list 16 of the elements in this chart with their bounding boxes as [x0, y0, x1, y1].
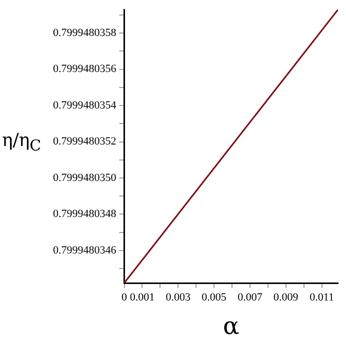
x-axis-title: α: [223, 312, 240, 340]
y-tick-label: 0.7999480350: [53, 172, 117, 184]
y-tick-label: 0.7999480358: [53, 27, 117, 40]
x-tick-label: 0.003: [166, 291, 192, 304]
y-tick-label: 0.7999480352: [53, 136, 116, 148]
x-tick-label: 0: [122, 291, 128, 304]
y-tick-label: 0.7999480346: [53, 244, 117, 256]
x-tick-label: 0.001: [130, 291, 155, 304]
y-tick-label: 0.7999480356: [53, 63, 117, 76]
x-tick-label: 0.005: [202, 291, 227, 304]
y-tick-label: 0.7999480348: [53, 208, 117, 220]
x-tick-label: 0.009: [274, 291, 299, 304]
x-tick-label: 0.011: [310, 291, 334, 304]
y-tick-label: 0.7999480354: [53, 99, 117, 112]
y-axis-title: η/η$_{C}$: [2, 130, 42, 155]
x-tick-label: 0.007: [238, 291, 263, 304]
